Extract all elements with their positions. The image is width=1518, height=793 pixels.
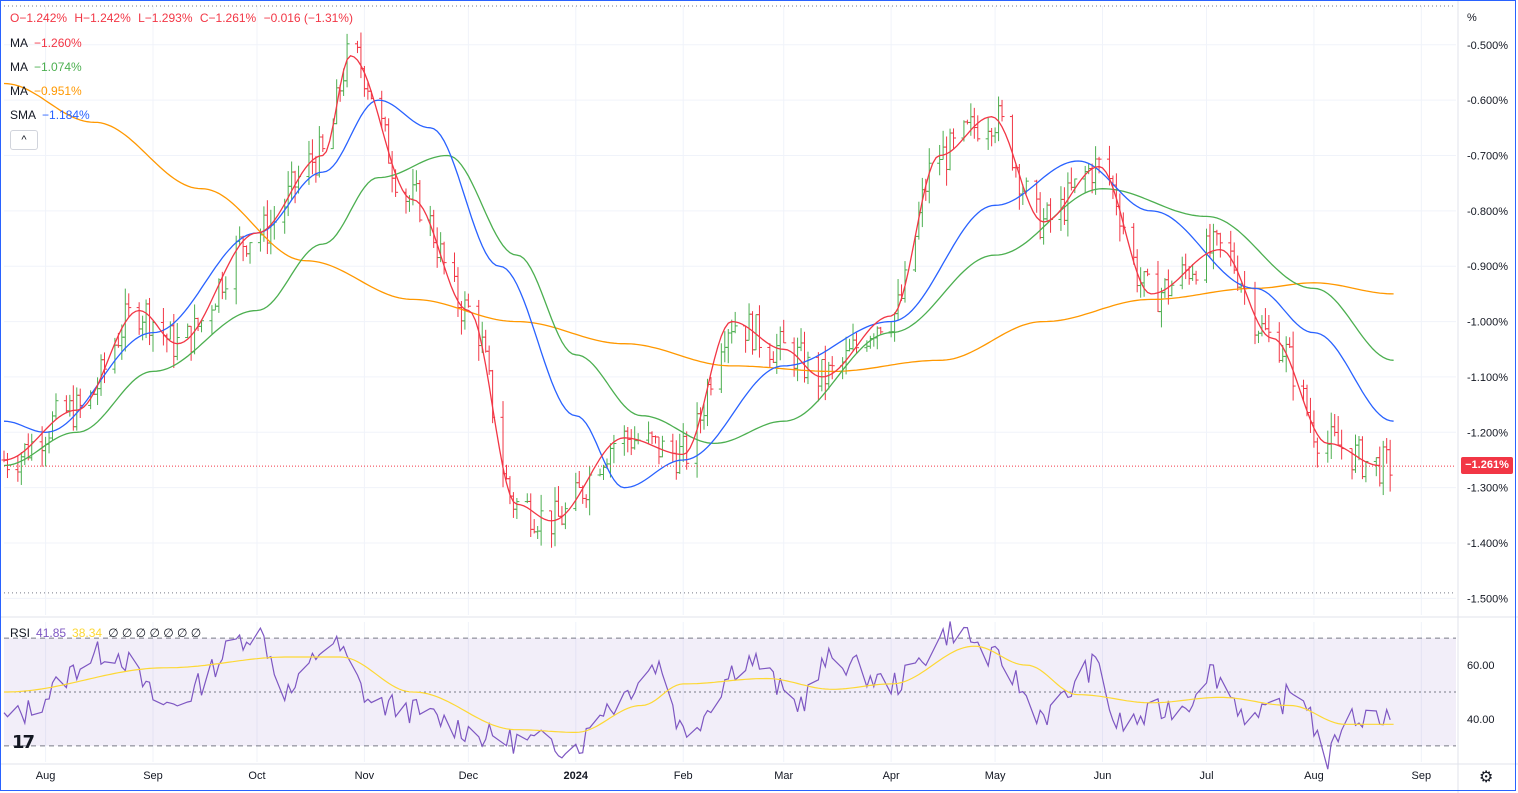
rsi-line: [3, 621, 1391, 770]
time-axis-tick: May: [985, 770, 1006, 782]
rsi-axis-tick: 60.00: [1467, 660, 1495, 672]
rsi-legend-name: RSI: [10, 626, 31, 640]
rsi-legend-extra: ∅ ∅ ∅ ∅ ∅ ∅ ∅: [108, 626, 202, 640]
price-axis-unit[interactable]: %: [1467, 12, 1477, 24]
gear-icon[interactable]: ⚙: [1479, 769, 1494, 786]
ma-slow-line: [3, 82, 1394, 373]
legend-sma-name: SMA: [10, 108, 37, 122]
legend-ma-fast-value: −1.260%: [34, 36, 82, 50]
time-axis-tick: Jun: [1094, 770, 1112, 782]
rsi-legend[interactable]: RSI 41.85 38.34 ∅ ∅ ∅ ∅ ∅ ∅ ∅: [10, 626, 201, 640]
price-axis-tick: -0.900%: [1467, 261, 1508, 273]
rsi-legend-value: 41.85: [36, 626, 67, 640]
time-axis-tick: Jul: [1199, 770, 1213, 782]
legend-ma-slow[interactable]: MA −0.951%: [10, 84, 82, 98]
ohlc-legend: O−1.242% H−1.242% L−1.293% C−1.261% −0.0…: [10, 11, 357, 25]
legend-ma-mid-value: −1.074%: [34, 60, 82, 74]
sma-line: [3, 99, 1394, 489]
time-axis-tick: Aug: [1304, 770, 1324, 782]
price-axis-tick: -0.800%: [1467, 206, 1508, 218]
last-price-badge: −1.261%: [1461, 457, 1513, 474]
ohlc-close: C−1.261%: [199, 11, 257, 25]
legend-ma-slow-name: MA: [10, 84, 28, 98]
time-axis-tick: Sep: [1412, 770, 1432, 782]
legend-ma-fast[interactable]: MA −1.260%: [10, 36, 82, 50]
price-axis-tick: -1.300%: [1467, 483, 1508, 495]
rsi-legend-ma-value: 38.34: [72, 626, 103, 640]
ohlc-low: L−1.293%: [138, 11, 193, 25]
price-axis-tick: -0.700%: [1467, 150, 1508, 162]
legend-ma-mid[interactable]: MA −1.074%: [10, 60, 82, 74]
tradingview-logo[interactable]: 17: [12, 732, 35, 753]
time-axis-tick: Sep: [143, 770, 163, 782]
collapse-legend-button[interactable]: ^: [10, 130, 38, 150]
ohlc-high: H−1.242%: [74, 11, 131, 25]
price-axis-tick: -1.200%: [1467, 427, 1508, 439]
price-axis-tick: -1.400%: [1467, 538, 1508, 550]
price-axis-tick: -0.600%: [1467, 95, 1508, 107]
rsi-ma-line: [4, 645, 1394, 733]
ma-mid-line: [3, 154, 1394, 467]
price-axis-tick: -1.500%: [1467, 593, 1508, 605]
legend-sma[interactable]: SMA −1.184%: [10, 108, 90, 122]
time-axis-tick: Mar: [774, 770, 793, 782]
price-axis-tick: -1.100%: [1467, 372, 1508, 384]
rsi-axis-tick: 40.00: [1467, 714, 1495, 726]
time-axis-tick: Oct: [248, 770, 265, 782]
legend-ma-fast-name: MA: [10, 36, 28, 50]
time-axis-tick: Aug: [36, 770, 56, 782]
legend-ma-mid-name: MA: [10, 60, 28, 74]
time-axis-tick: Nov: [355, 770, 375, 782]
time-axis-tick: Dec: [459, 770, 479, 782]
time-axis-tick: 2024: [564, 770, 589, 782]
ma-fast-line: [3, 55, 1380, 522]
legend-ma-slow-value: −0.951%: [34, 84, 82, 98]
legend-sma-value: −1.184%: [42, 108, 90, 122]
price-axis-tick: -0.500%: [1467, 40, 1508, 52]
time-axis-tick: Feb: [674, 770, 693, 782]
price-axis-tick: -1.000%: [1467, 317, 1508, 329]
time-axis-tick: Apr: [883, 770, 900, 782]
ohlc-open: O−1.242%: [10, 11, 68, 25]
ohlc-change: −0.016 (−1.31%): [263, 11, 353, 25]
